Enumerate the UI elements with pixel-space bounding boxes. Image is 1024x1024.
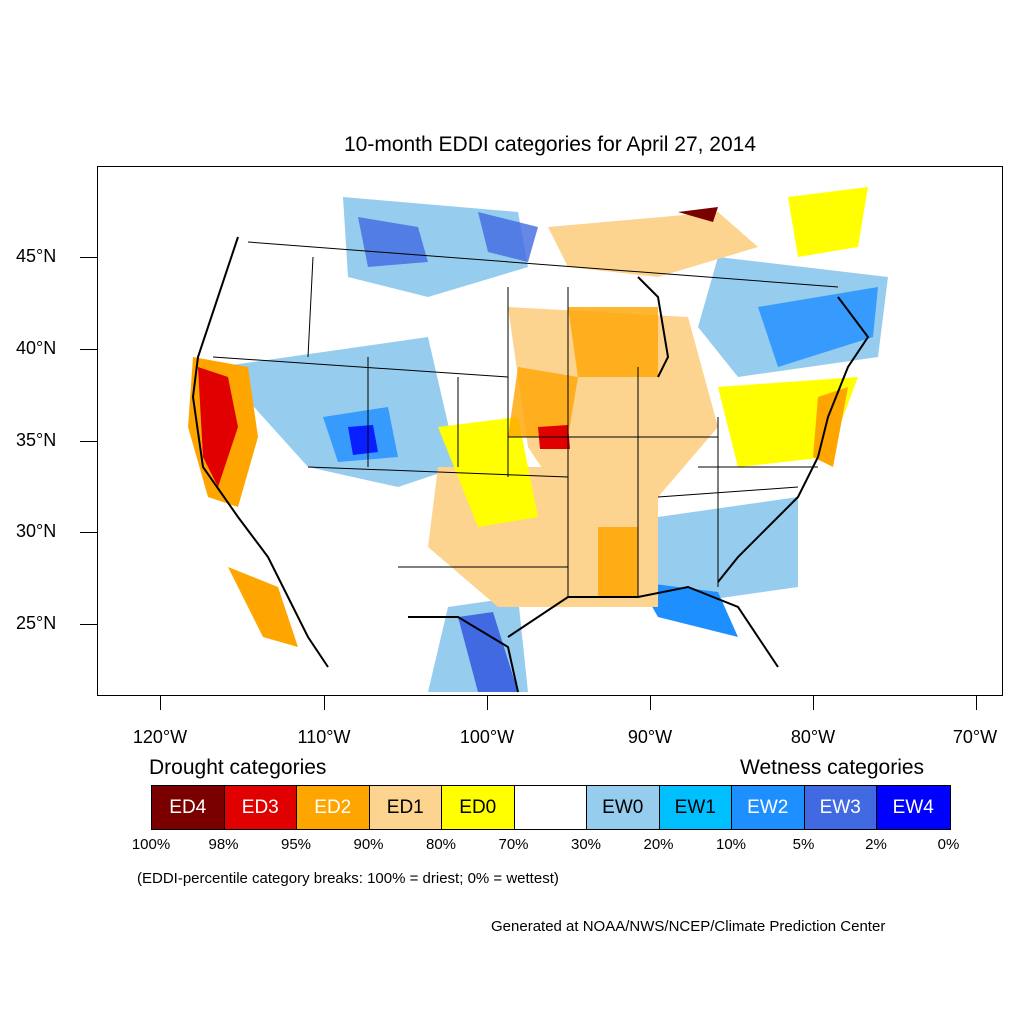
lon-tick [650, 696, 651, 710]
drought-heading: Drought categories [149, 756, 327, 779]
lon-tick [976, 696, 977, 710]
lat-tick [80, 257, 97, 258]
lat-tick [80, 441, 97, 442]
legend-cell-ew1: EW1 [659, 786, 732, 829]
credit-text: Generated at NOAA/NWS/NCEP/Climate Predi… [491, 918, 886, 935]
lon-label-80: 80°W [790, 727, 836, 747]
lon-label-70: 70°W [952, 727, 998, 747]
lon-tick [813, 696, 814, 710]
map-title: 10-month EDDI categories for April 27, 2… [343, 133, 757, 156]
lon-tick [487, 696, 488, 710]
lon-label-100: 100°W [459, 727, 515, 747]
lat-tick [80, 624, 97, 625]
lat-tick [80, 349, 97, 350]
legend-cell-ed2: ED2 [297, 786, 370, 829]
legend-break-label: 30% [570, 836, 602, 853]
legend-break-label: 100% [131, 836, 171, 853]
legend-cell-ed3: ED3 [224, 786, 297, 829]
legend-cell-ew0: EW0 [587, 786, 660, 829]
legend-cell-ew3: EW3 [804, 786, 877, 829]
lat-label-30: 30°N [16, 521, 57, 541]
legend-break-label: 80% [425, 836, 457, 853]
legend-cell-ed0: ED0 [442, 786, 515, 829]
legend-colorbar: ED4 ED3 ED2 ED1 ED0 EW0 EW1 EW2 EW3 EW4 [151, 785, 951, 830]
legend-cell-ed1: ED1 [369, 786, 442, 829]
legend-break-label: 70% [498, 836, 529, 853]
lon-label-110: 110°W [297, 727, 351, 747]
legend-cell-ed4: ED4 [152, 786, 225, 829]
lat-label-45: 45°N [16, 246, 57, 266]
legend-cell-neutral [514, 786, 587, 829]
wetness-heading: Wetness categories [740, 756, 925, 779]
lon-tick [160, 696, 161, 710]
lon-tick [324, 696, 325, 710]
legend-break-label: 0% [937, 836, 960, 853]
lon-label-90: 90°W [627, 727, 673, 747]
lat-label-25: 25°N [16, 613, 57, 633]
map-area [97, 166, 1003, 696]
legend-break-label: 95% [280, 836, 312, 853]
legend-break-label: 10% [715, 836, 747, 853]
lon-label-120: 120°W [132, 727, 188, 747]
legend-note: (EDDI-percentile category breaks: 100% =… [137, 870, 559, 887]
legend-cell-ew2: EW2 [732, 786, 805, 829]
lat-tick [80, 532, 97, 533]
legend-break-label: 5% [792, 836, 815, 853]
legend-break-label: 98% [208, 836, 239, 853]
legend-break-label: 20% [643, 836, 674, 853]
lat-label-35: 35°N [16, 430, 57, 450]
legend-cell-ew4: EW4 [877, 786, 950, 829]
legend-break-label: 2% [865, 836, 887, 853]
eddi-map [188, 187, 888, 693]
lat-label-40: 40°N [16, 338, 57, 358]
legend-break-label: 90% [353, 836, 384, 853]
